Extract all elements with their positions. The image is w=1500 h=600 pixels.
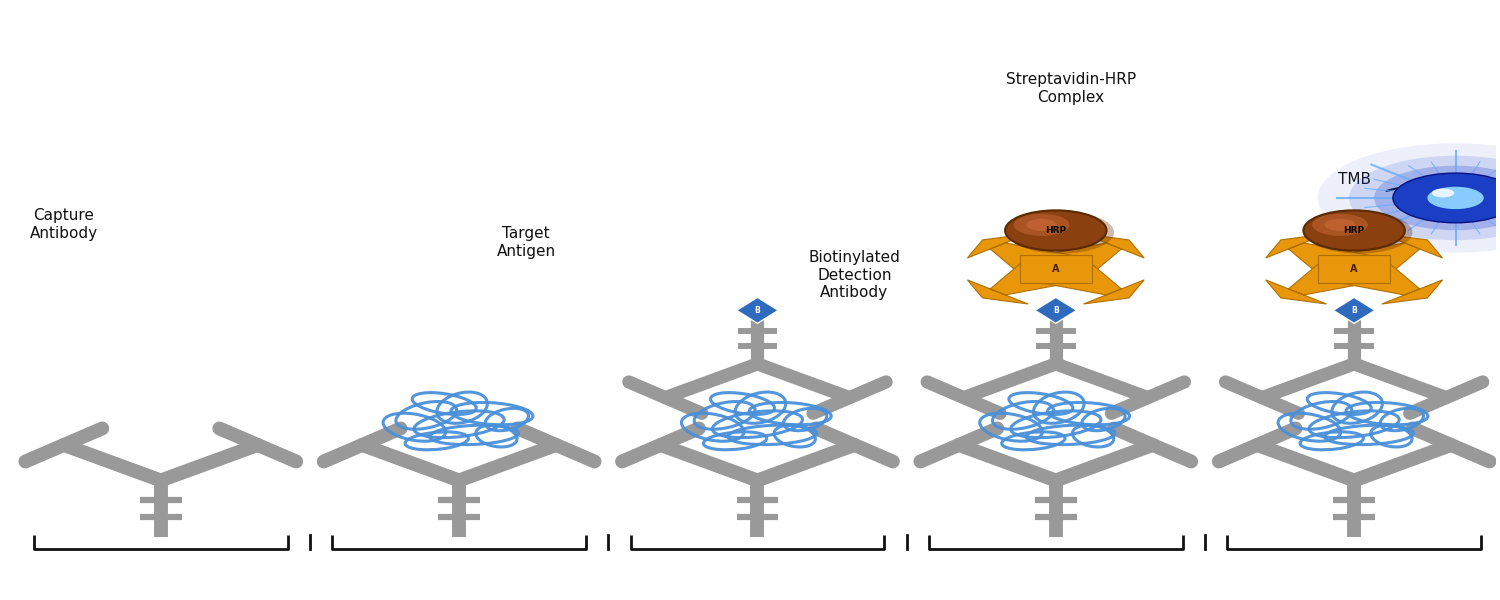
Polygon shape — [1040, 262, 1144, 304]
Circle shape — [1008, 211, 1114, 254]
Text: A: A — [1052, 264, 1059, 274]
Text: Target
Antigen: Target Antigen — [496, 226, 556, 259]
Text: B: B — [1352, 306, 1358, 315]
Circle shape — [1428, 187, 1484, 209]
Text: TMB: TMB — [1338, 172, 1371, 187]
Text: Biotinylated
Detection
Antibody: Biotinylated Detection Antibody — [808, 250, 900, 300]
Text: HRP: HRP — [1046, 226, 1066, 235]
Polygon shape — [1266, 234, 1371, 275]
Text: B: B — [754, 306, 760, 315]
Circle shape — [1432, 188, 1455, 197]
Circle shape — [1317, 143, 1500, 253]
Polygon shape — [1318, 255, 1390, 283]
Polygon shape — [968, 262, 1072, 304]
Circle shape — [1005, 211, 1107, 251]
Circle shape — [1348, 155, 1500, 240]
Polygon shape — [1338, 234, 1443, 275]
Polygon shape — [1338, 262, 1443, 304]
Circle shape — [1014, 214, 1070, 236]
Circle shape — [1306, 211, 1413, 254]
Polygon shape — [1040, 234, 1144, 275]
Polygon shape — [1334, 298, 1376, 323]
Circle shape — [1394, 173, 1500, 223]
Polygon shape — [736, 298, 778, 323]
Circle shape — [1304, 211, 1406, 251]
Circle shape — [1374, 166, 1500, 230]
Text: Capture
Antibody: Capture Antibody — [30, 208, 98, 241]
Text: HRP: HRP — [1344, 226, 1365, 235]
Polygon shape — [968, 234, 1072, 275]
Polygon shape — [1266, 262, 1371, 304]
Text: Streptavidin-HRP
Complex: Streptavidin-HRP Complex — [1005, 73, 1136, 105]
Text: A: A — [1350, 264, 1358, 274]
Polygon shape — [1035, 298, 1077, 323]
Circle shape — [1324, 219, 1354, 231]
Polygon shape — [1020, 255, 1092, 283]
Circle shape — [1312, 214, 1368, 236]
Text: B: B — [1053, 306, 1059, 315]
Circle shape — [1026, 219, 1057, 231]
